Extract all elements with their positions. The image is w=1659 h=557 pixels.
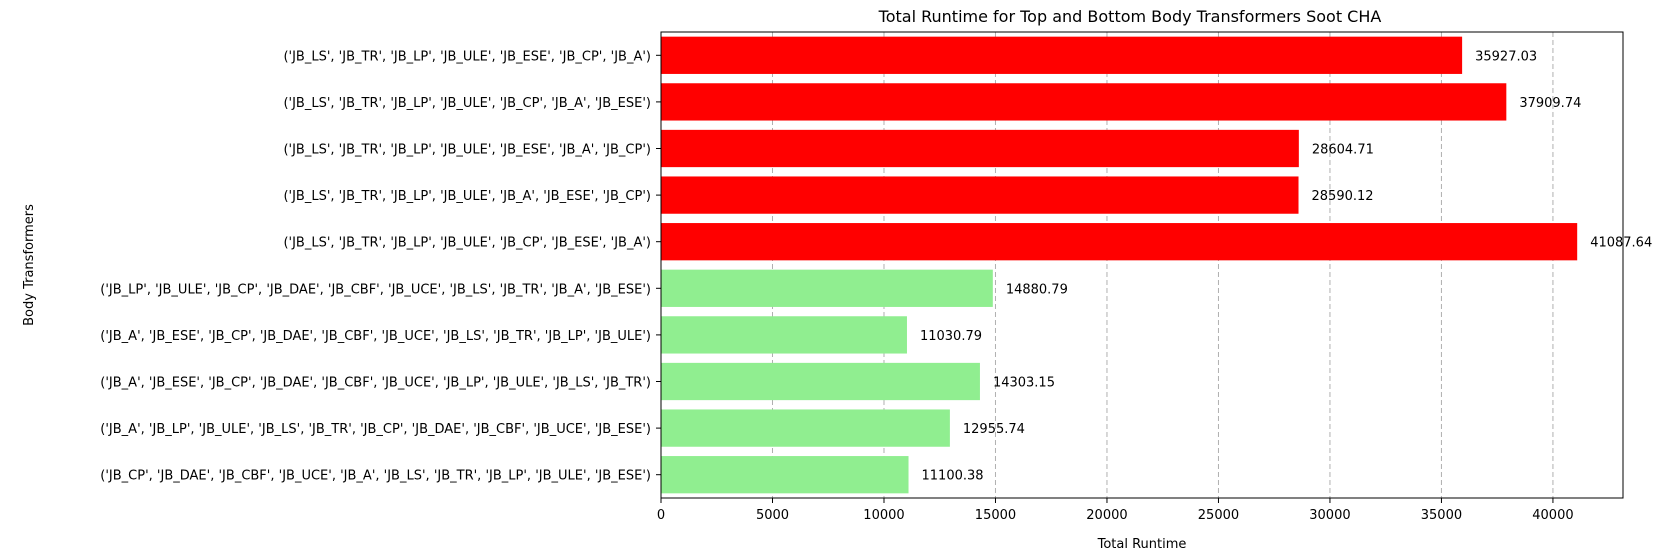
bar-value-label: 11030.79 (920, 329, 982, 344)
x-axis-ticks: 0 5000 10000 15000 20000 25000 30000 35000 40000 (657, 498, 1574, 523)
y-tick-label: ('JB_LS', 'JB_TR', 'JB_LP', 'JB_ULE', 'J… (283, 49, 651, 64)
x-tick-label: 10000 (863, 508, 904, 523)
bar-value-label: 35927.03 (1475, 49, 1537, 64)
y-tick-label: ('JB_A', 'JB_ESE', 'JB_CP', 'JB_DAE', 'J… (100, 329, 651, 344)
x-tick-label: 35000 (1421, 508, 1462, 523)
bar (661, 36, 1463, 74)
y-tick-label: ('JB_A', 'JB_ESE', 'JB_CP', 'JB_DAE', 'J… (100, 376, 651, 391)
bar (661, 316, 907, 354)
x-tick-label: 20000 (1086, 508, 1127, 523)
x-tick-label: 30000 (1309, 508, 1350, 523)
bar-value-label: 37909.74 (1519, 96, 1581, 111)
x-tick-label: 40000 (1532, 508, 1573, 523)
bar (661, 176, 1299, 214)
bar-value-label: 12955.74 (963, 422, 1025, 437)
bar-value-label: 28604.71 (1312, 143, 1374, 158)
y-axis-category-labels: ('JB_LS', 'JB_TR', 'JB_LP', 'JB_ULE', 'J… (100, 49, 661, 484)
bar (661, 456, 909, 494)
bar (661, 269, 993, 307)
y-tick-label: ('JB_LP', 'JB_ULE', 'JB_CP', 'JB_DAE', '… (100, 282, 651, 297)
bar-value-label: 11100.38 (922, 469, 984, 484)
y-axis-label: Body Transformers (22, 204, 37, 326)
y-tick-label: ('JB_A', 'JB_LP', 'JB_ULE', 'JB_LS', 'JB… (100, 422, 651, 437)
bar-value-label: 28590.12 (1312, 189, 1374, 204)
bar (661, 362, 980, 401)
bar-value-label: 14303.15 (993, 376, 1055, 391)
y-tick-label: ('JB_CP', 'JB_DAE', 'JB_CBF', 'JB_UCE', … (100, 469, 651, 484)
x-tick-label: 15000 (975, 508, 1016, 523)
bar (661, 129, 1299, 168)
x-tick-label: 25000 (1198, 508, 1239, 523)
y-tick-label: ('JB_LS', 'JB_TR', 'JB_LP', 'JB_ULE', 'J… (283, 143, 651, 158)
plot-area-frame (660, 31, 1624, 499)
y-tick-label: ('JB_LS', 'JB_TR', 'JB_LP', 'JB_ULE', 'J… (283, 96, 651, 111)
x-tick-label: 0 (657, 508, 665, 523)
bar-value-label: 41087.64 (1590, 236, 1652, 251)
bar (661, 223, 1578, 261)
bar-value-label: 14880.79 (1006, 282, 1068, 297)
bar (661, 83, 1507, 121)
x-axis-label: Total Runtime (1097, 537, 1187, 552)
x-tick-label: 5000 (756, 508, 789, 523)
bars (661, 36, 1578, 494)
bar-value-labels: 35927.03 37909.74 28604.71 28590.12 41087.64… (920, 49, 1652, 483)
bar (661, 409, 950, 447)
y-tick-label: ('JB_LS', 'JB_TR', 'JB_LP', 'JB_ULE', 'J… (283, 189, 651, 204)
chart-title: Total Runtime for Top and Bottom Body Tr… (878, 7, 1382, 26)
y-tick-label: ('JB_LS', 'JB_TR', 'JB_LP', 'JB_ULE', 'J… (283, 236, 651, 251)
